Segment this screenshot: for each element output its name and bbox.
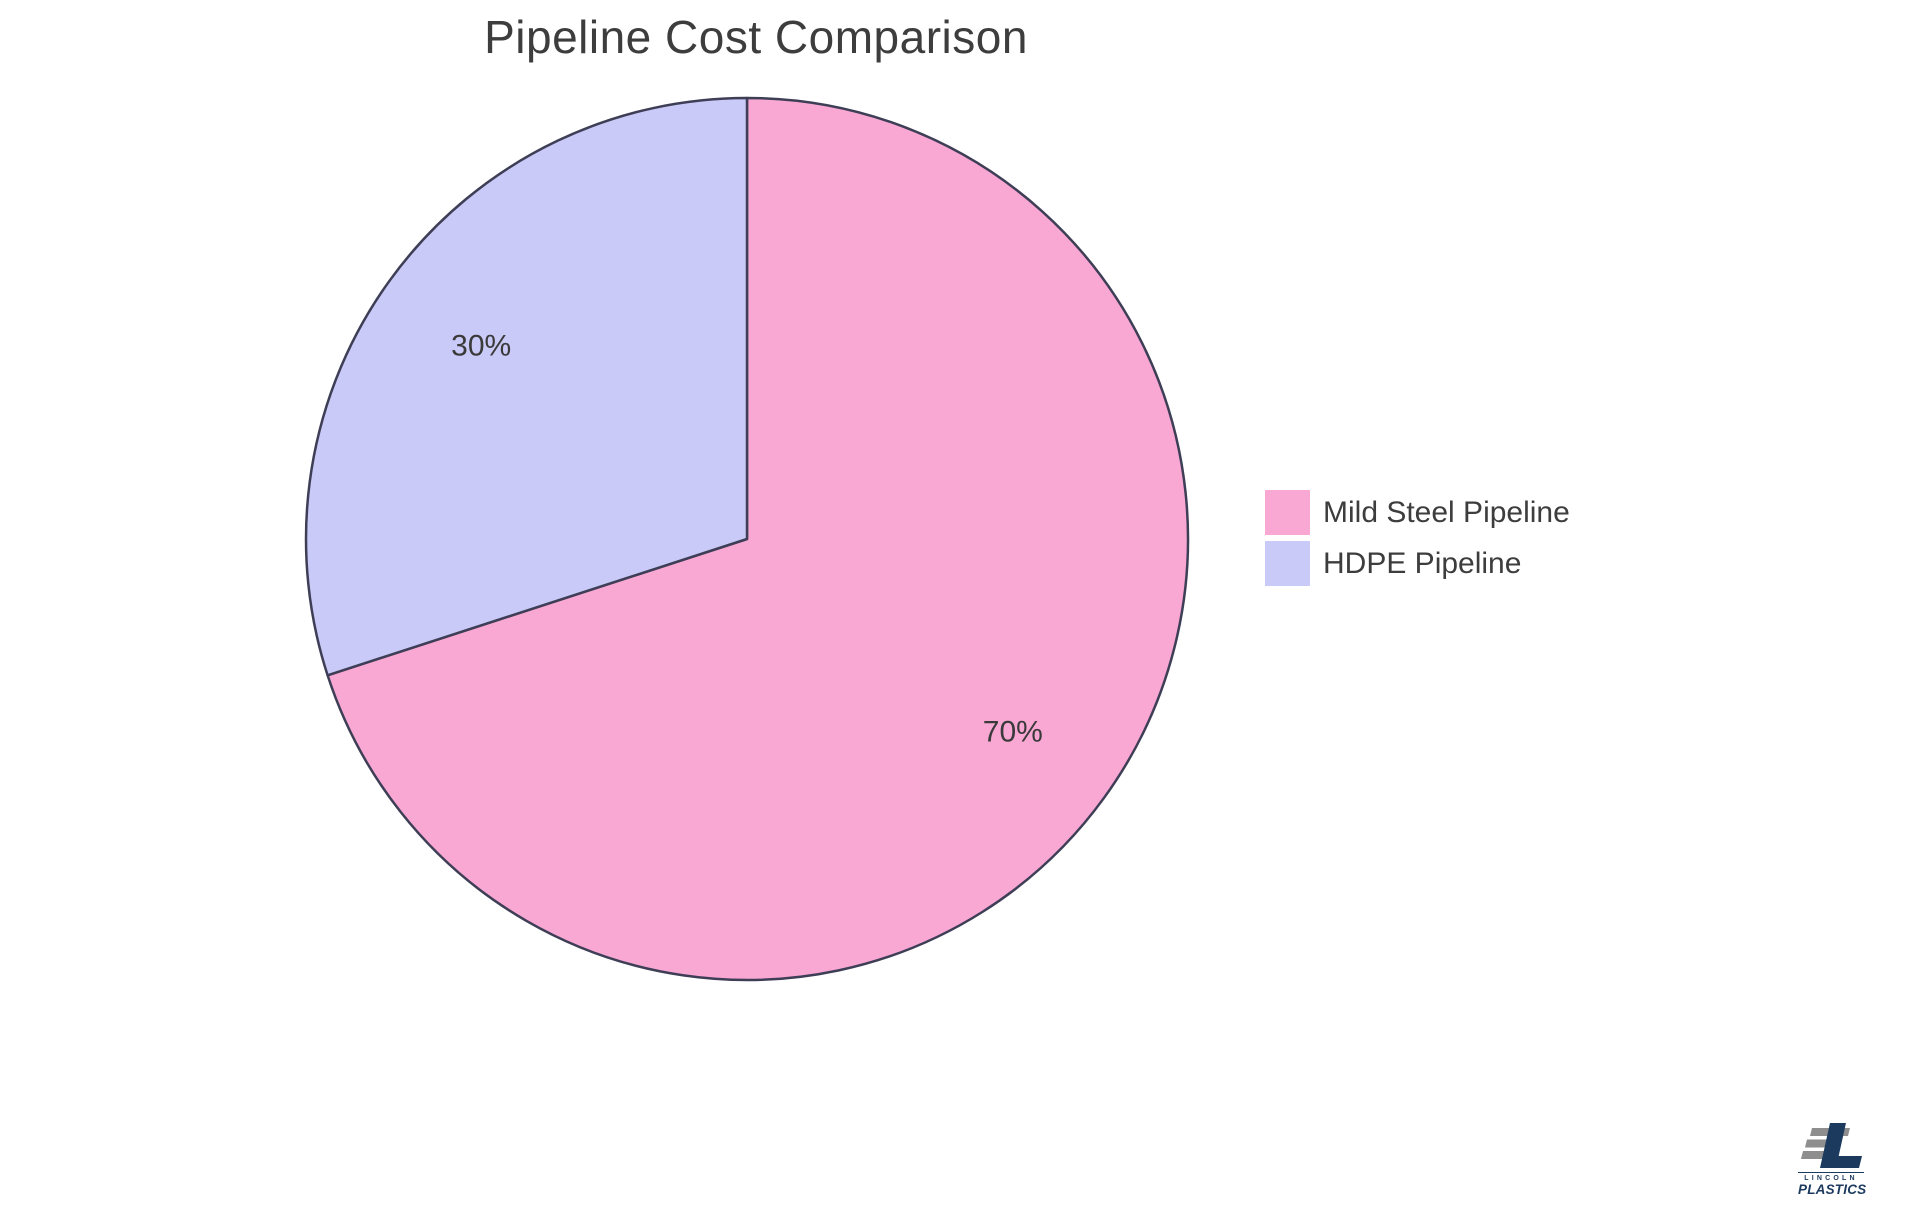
pie-chart: 70% 30% [304,96,1190,982]
slice-label: 70% [983,716,1043,749]
logo-lincoln-text: LINCOLN [1798,1172,1864,1182]
logo-bar-bottom [1801,1151,1827,1159]
legend-item-mild-steel: Mild Steel Pipeline [1265,490,1570,535]
legend: Mild Steel Pipeline HDPE Pipeline [1265,490,1570,586]
slice-label: 30% [451,329,511,362]
pie-chart-area: 70% 30% [302,94,1192,984]
lincoln-plastics-logo: LINCOLN PLASTICS [1798,1123,1867,1197]
logo-l-foot [1820,1156,1862,1168]
legend-swatch [1265,541,1310,586]
logo-plastics-text: PLASTICS [1798,1182,1867,1197]
legend-swatch [1265,490,1310,535]
logo-mark-icon [1801,1123,1862,1168]
legend-item-hdpe: HDPE Pipeline [1265,541,1570,586]
chart-title: Pipeline Cost Comparison [484,11,1028,63]
legend-label: Mild Steel Pipeline [1323,495,1570,529]
pie-slice-0 [326,96,1190,982]
legend-label: HDPE Pipeline [1323,546,1522,580]
pie-slice-1 [304,96,749,677]
